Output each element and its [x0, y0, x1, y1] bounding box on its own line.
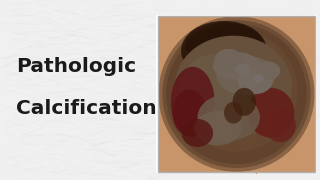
- Ellipse shape: [247, 88, 294, 138]
- Ellipse shape: [238, 69, 272, 94]
- Text: Campus.io: Campus.io: [238, 165, 279, 174]
- Ellipse shape: [158, 16, 315, 172]
- Text: med: med: [221, 165, 238, 174]
- Text: Calcification: Calcification: [16, 98, 156, 118]
- Ellipse shape: [213, 52, 260, 80]
- Ellipse shape: [216, 56, 276, 95]
- Ellipse shape: [194, 111, 241, 145]
- Ellipse shape: [181, 21, 267, 80]
- Ellipse shape: [166, 24, 307, 164]
- Ellipse shape: [253, 75, 264, 82]
- Ellipse shape: [158, 16, 315, 172]
- FancyBboxPatch shape: [158, 16, 315, 172]
- Ellipse shape: [233, 88, 256, 116]
- Ellipse shape: [265, 108, 296, 142]
- Ellipse shape: [255, 61, 280, 80]
- Ellipse shape: [197, 94, 260, 141]
- Ellipse shape: [175, 36, 292, 137]
- Text: Pathologic: Pathologic: [16, 57, 136, 76]
- Ellipse shape: [215, 49, 243, 71]
- Ellipse shape: [185, 22, 263, 66]
- Ellipse shape: [178, 54, 248, 140]
- Ellipse shape: [224, 102, 243, 124]
- Ellipse shape: [172, 89, 207, 136]
- FancyBboxPatch shape: [156, 15, 317, 173]
- Ellipse shape: [235, 64, 251, 75]
- Ellipse shape: [176, 30, 297, 152]
- Ellipse shape: [162, 20, 311, 168]
- Ellipse shape: [182, 119, 213, 147]
- Ellipse shape: [171, 67, 215, 137]
